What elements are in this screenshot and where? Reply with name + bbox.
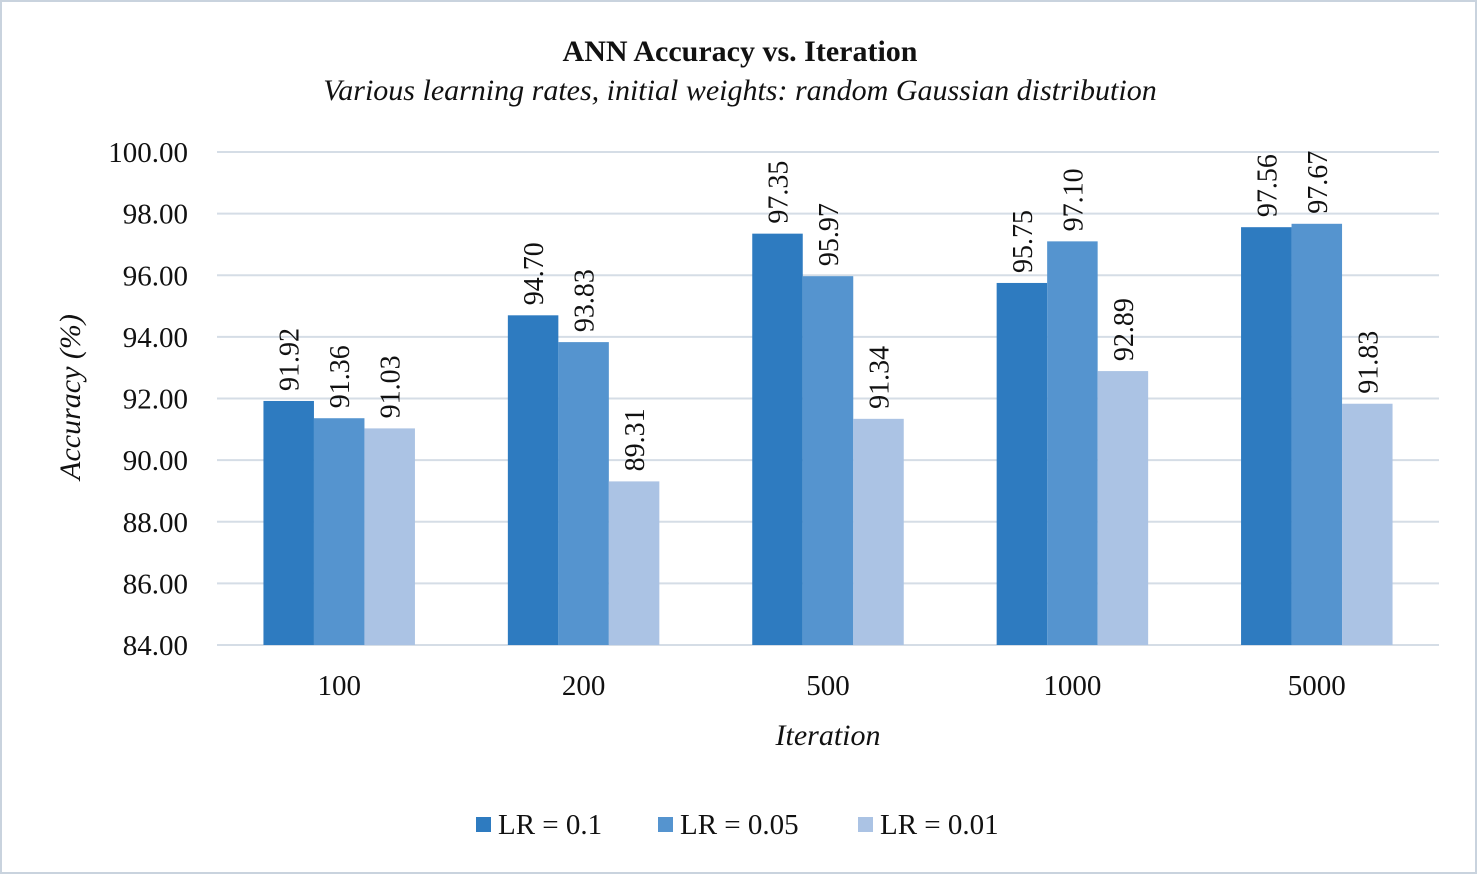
bar xyxy=(752,233,803,645)
y-axis-title: Accuracy (%) xyxy=(54,314,87,482)
data-label: 91.36 xyxy=(325,345,356,408)
y-tick-label: 92.00 xyxy=(123,384,188,416)
y-axis-ticks: 84.00 86.00 88.00 90.00 92.00 94.00 96.00 98.00… xyxy=(108,137,188,662)
bar xyxy=(1047,241,1098,645)
bar xyxy=(1097,371,1149,645)
legend-label: LR = 0.05 xyxy=(680,809,799,841)
data-label: 97.35 xyxy=(764,161,795,224)
x-axis-title: Iteration xyxy=(775,719,881,752)
y-tick-label: 88.00 xyxy=(123,507,188,539)
y-tick-label: 96.00 xyxy=(123,260,188,292)
data-label: 93.83 xyxy=(570,269,601,332)
bar xyxy=(853,418,904,645)
bar xyxy=(1291,223,1343,645)
y-tick-label: 98.00 xyxy=(123,199,188,231)
data-label: 95.75 xyxy=(1008,210,1039,273)
bar xyxy=(364,428,415,645)
y-tick-label: 90.00 xyxy=(123,445,188,477)
bar xyxy=(802,276,854,645)
legend-swatch xyxy=(858,817,873,832)
x-tick-label: 100 xyxy=(317,670,361,702)
data-label: 91.92 xyxy=(275,328,306,391)
legend-label: LR = 0.01 xyxy=(880,809,999,841)
bar xyxy=(608,481,660,645)
data-label: 92.89 xyxy=(1109,298,1140,361)
data-label: 94.70 xyxy=(519,242,550,305)
bar xyxy=(263,400,314,645)
y-tick-label: 86.00 xyxy=(123,568,188,600)
data-label: 91.34 xyxy=(865,346,896,409)
x-tick-label: 5000 xyxy=(1288,670,1346,702)
x-tick-label: 500 xyxy=(806,670,850,702)
x-axis-ticks: 100 200 500 1000 5000 xyxy=(317,670,1345,702)
bars xyxy=(263,223,1393,645)
data-label: 95.97 xyxy=(814,203,845,266)
y-tick-label: 84.00 xyxy=(123,630,188,662)
data-labels: 91.92 91.36 91.03 94.70 93.83 89.31 97.35 95.97… xyxy=(275,151,1385,472)
legend-swatch xyxy=(476,817,491,832)
chart-title: ANN Accuracy vs. Iteration xyxy=(563,35,918,68)
legend-swatch xyxy=(658,817,673,832)
chart-subtitle: Various learning rates, initial weights:… xyxy=(323,74,1156,107)
bar xyxy=(313,418,365,645)
data-label: 89.31 xyxy=(620,408,651,471)
x-tick-label: 200 xyxy=(562,670,606,702)
x-tick-label: 1000 xyxy=(1043,670,1101,702)
data-label: 91.83 xyxy=(1353,331,1384,394)
legend-label: LR = 0.1 xyxy=(498,809,602,841)
bar xyxy=(558,342,609,645)
legend: LR = 0.1 LR = 0.05 LR = 0.01 xyxy=(476,809,999,841)
data-label: 97.56 xyxy=(1252,154,1283,217)
data-label: 97.10 xyxy=(1058,168,1089,231)
data-label: 97.67 xyxy=(1303,151,1334,214)
y-tick-label: 100.00 xyxy=(108,137,188,169)
bar xyxy=(996,282,1048,645)
bar xyxy=(1342,403,1393,645)
bar xyxy=(1241,227,1292,645)
data-label: 91.03 xyxy=(376,355,407,418)
bar xyxy=(507,315,559,645)
y-tick-label: 94.00 xyxy=(123,322,188,354)
